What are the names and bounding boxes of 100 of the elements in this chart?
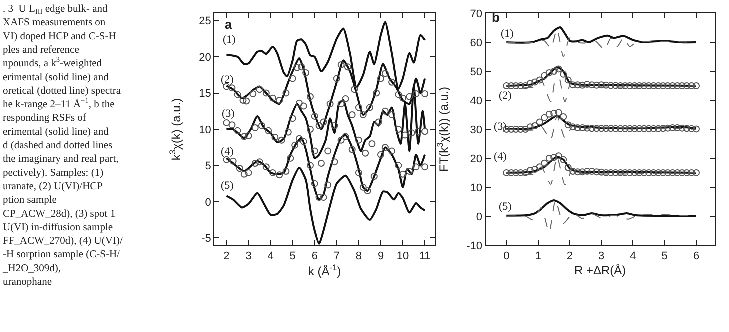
point [414, 128, 422, 136]
point [351, 86, 358, 94]
y-tick-label: 15 [199, 88, 212, 100]
point [664, 169, 672, 176]
point [640, 82, 648, 90]
point [348, 146, 356, 154]
point [560, 70, 568, 78]
point [243, 98, 250, 105]
point [588, 125, 596, 132]
point [593, 125, 600, 132]
y-tick-label: 30 [470, 124, 483, 136]
point [270, 94, 277, 102]
point [532, 78, 539, 86]
point [536, 118, 544, 126]
point [234, 127, 242, 134]
point [364, 188, 372, 195]
point [617, 169, 624, 176]
point [240, 133, 248, 140]
point [598, 168, 606, 176]
point [318, 160, 325, 168]
point [400, 94, 407, 102]
point [602, 125, 610, 132]
point [660, 125, 667, 132]
annotation: (2) [499, 90, 512, 102]
point [541, 160, 548, 167]
point [320, 118, 328, 126]
x-tick-label: 10 [396, 250, 410, 263]
point [631, 125, 638, 132]
point [508, 82, 515, 90]
x-tick-label: 0 [504, 250, 510, 263]
point [236, 165, 244, 172]
point [306, 162, 314, 170]
point [684, 125, 690, 132]
point [348, 111, 356, 118]
point [503, 82, 510, 90]
point [338, 136, 345, 144]
point [338, 62, 345, 68]
x-tick-label: 5 [290, 250, 296, 263]
point [412, 164, 420, 171]
annotation: b [492, 10, 500, 25]
annotation: (1) [223, 34, 236, 46]
point [240, 97, 247, 104]
annotation: (3) [222, 108, 236, 120]
point [655, 169, 662, 176]
point [512, 169, 520, 176]
point [626, 169, 634, 176]
point [574, 82, 582, 89]
point [296, 100, 303, 107]
y-tick-label: 5 [205, 160, 212, 173]
point [292, 142, 299, 149]
point [564, 122, 572, 129]
x-tick-label: 3 [246, 250, 252, 263]
point [655, 82, 662, 90]
text: . 3 U L$_{III}$ edge bulk- and XAFS measurements on VI) doped HCP and C-S-H ples and reference npounds, a k$^{3}$-weighted erimental (solid line) and oretical (dotted line) spectra he k-range 2–11 Å$^{−1}$, b the responding RSFs of erimental (solid line) and d (dashed and dotted lines the imaginary and real part, pectively). Samples: (1) uranate, (2) U(VI)/HCP ption sample CP_ACW_28d), (3) spot 1 U(VI) in-diffusion sample FF_ACW_270d), (4) U(VI)/ -H sorption sample (C-S-H/ _H2O_309d), uranophane [3, 4, 123, 288]
point [636, 125, 644, 132]
point [331, 158, 338, 166]
point [355, 169, 362, 176]
point [508, 169, 515, 176]
point [541, 72, 548, 80]
point [382, 144, 389, 152]
point [664, 82, 672, 90]
point [636, 169, 644, 176]
point [228, 122, 236, 129]
point [579, 82, 586, 89]
x-tick-label: 2 [224, 250, 230, 263]
point [306, 126, 314, 133]
point [306, 93, 314, 100]
point [608, 169, 615, 176]
point [598, 125, 606, 132]
point [333, 75, 340, 82]
point [366, 104, 374, 112]
x-tick-label: 5 [662, 250, 668, 263]
point [406, 93, 414, 100]
point [344, 64, 352, 71]
point [526, 124, 534, 131]
point [395, 162, 402, 170]
point [674, 82, 682, 90]
point [370, 173, 378, 180]
point [258, 122, 266, 130]
point [388, 111, 396, 118]
point [252, 124, 259, 132]
point [564, 164, 572, 172]
y-tick-label: 10 [470, 182, 483, 194]
y-tick-label: 70 [470, 8, 483, 20]
point [588, 168, 596, 175]
point [608, 82, 615, 90]
point [395, 91, 402, 98]
point [373, 90, 380, 97]
annotation: (4) [494, 151, 508, 163]
annotation: (2) [221, 74, 234, 86]
point [693, 82, 700, 90]
point [678, 82, 686, 90]
point [508, 126, 515, 133]
point [276, 97, 284, 104]
point [240, 170, 248, 178]
point [316, 122, 323, 130]
point [688, 125, 696, 132]
point [234, 91, 242, 98]
point [570, 124, 577, 131]
point [522, 126, 530, 133]
